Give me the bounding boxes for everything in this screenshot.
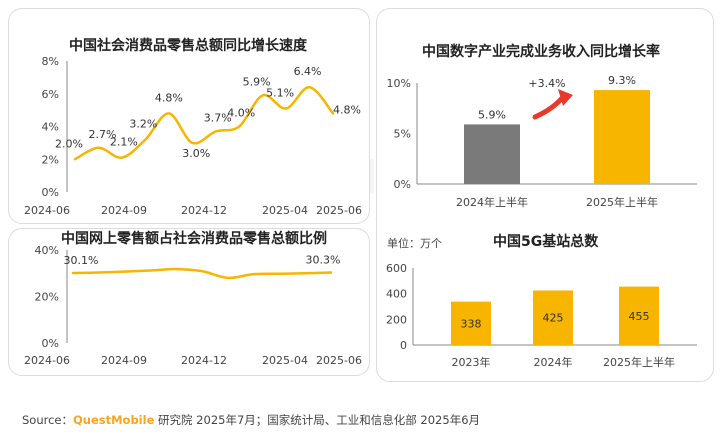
online-share-chart-card: 中国网上零售额占社会消费品零售总额比例 0% 20% 40% 2024-06 2024-…	[8, 228, 370, 376]
x-tick-label: 2024-12	[181, 204, 227, 217]
series-line	[73, 85, 335, 161]
x-tick-label: 2024年上半年	[456, 195, 528, 209]
data-label: 2.7%	[88, 128, 116, 141]
x-tick-label: 2025-04	[262, 354, 308, 367]
data-label: 30.1%	[64, 254, 99, 267]
y-tick-label: 20%	[35, 291, 59, 304]
retail-growth-chart-card: 中国社会消费品零售总额同比增长速度 0% 2% 4% 6% 8% 2024-06 2024-…	[8, 8, 370, 224]
x-tick-label: 2023年	[452, 355, 491, 369]
y-tick-label: 0%	[394, 178, 411, 191]
5g-stations-title: 中国5G基站总数	[493, 234, 599, 250]
bar-value-label: 9.3%	[608, 74, 636, 87]
source-note: Source：QuestMobile 研究院 2025年7月；国家统计局、工业和…	[22, 412, 480, 428]
source-brand: QuestMobile	[73, 413, 155, 427]
data-label: 3.0%	[182, 147, 210, 160]
y-tick-label: 2%	[42, 153, 59, 166]
digital-growth-title: 中国数字产业完成业务收入同比增长率	[422, 44, 660, 60]
x-tick-label: 2024-12	[181, 354, 227, 367]
series-line	[71, 267, 333, 280]
data-label: 6.4%	[294, 65, 322, 78]
y-tick-label: 8%	[42, 55, 59, 68]
bar	[464, 124, 520, 184]
bar-charts: 0% 5% 10% 5.9% 2024年上半年 9.3% 2025年上半年 +3.4% 0 200…	[386, 74, 697, 369]
x-tick-label: 2025-06	[316, 204, 362, 217]
bar	[594, 90, 650, 184]
growth-arrow-head	[558, 89, 573, 106]
data-label: 3.2%	[129, 118, 157, 131]
source-rest: 研究院 2025年7月；国家统计局、工业和信息化部 2025年6月	[154, 413, 481, 427]
y-tick-label: 6%	[42, 88, 59, 101]
bar-value-label: 338	[461, 317, 482, 330]
source-prefix: Source：	[22, 413, 73, 427]
y-tick-label: 0	[400, 339, 407, 352]
bar	[451, 301, 491, 345]
bar-value-label: 425	[543, 312, 564, 325]
y-tick-label: 40%	[35, 244, 59, 257]
y-tick-label: 4%	[42, 121, 59, 134]
unit-label: 单位：万个	[387, 237, 442, 250]
x-tick-label: 2025-04	[262, 204, 308, 217]
retail-growth-title: 中国社会消费品零售总额同比增长速度	[69, 38, 307, 54]
x-tick-label: 2024-06	[24, 204, 70, 217]
retail-growth-chart: 0% 2% 4% 6% 8% 2024-06 2024-09 2024-12 2025-04 20…	[24, 55, 362, 217]
data-label: 2.1%	[110, 136, 138, 149]
data-label: 4.0%	[227, 107, 255, 120]
growth-arrow-shaft	[532, 94, 566, 120]
y-tick-label: 10%	[387, 77, 411, 90]
online-share-chart: 0% 20% 40% 2024-06 2024-09 2024-12 2025-04 2025…	[24, 244, 362, 367]
online-share-title: 中国网上零售额占社会消费品零售总额比例	[61, 231, 327, 247]
data-label: 3.7%	[204, 111, 232, 124]
right-charts-card: 中国数字产业完成业务收入同比增长率 单位：万个 中国5G基站总数 0% 5% 10%…	[376, 8, 714, 382]
y-tick-label: 200	[386, 313, 407, 326]
y-tick-label: 400	[386, 288, 407, 301]
bar	[533, 290, 573, 345]
data-label: 2.0%	[55, 137, 83, 150]
data-label: 4.8%	[333, 103, 361, 116]
y-tick-label: 5%	[394, 128, 411, 141]
data-label: 5.1%	[266, 86, 294, 99]
x-tick-label: 2024-09	[101, 204, 147, 217]
x-tick-label: 2025年上半年	[603, 355, 675, 369]
x-tick-label: 2025-06	[316, 354, 362, 367]
bar-value-label: 5.9%	[478, 108, 506, 121]
data-label: 5.9%	[243, 75, 271, 88]
data-label: 30.3%	[306, 254, 341, 267]
x-tick-label: 2024-09	[101, 354, 147, 367]
y-tick-label: 0%	[42, 186, 59, 199]
data-label: 4.8%	[155, 91, 183, 104]
x-tick-label: 2024年	[534, 355, 573, 369]
bar	[619, 286, 659, 345]
y-tick-label: 0%	[42, 337, 59, 350]
bar-value-label: 455	[629, 310, 650, 323]
y-tick-label: 600	[386, 262, 407, 275]
growth-annotation: +3.4%	[528, 77, 565, 90]
x-tick-label: 2025年上半年	[586, 195, 658, 209]
x-tick-label: 2024-06	[24, 354, 70, 367]
